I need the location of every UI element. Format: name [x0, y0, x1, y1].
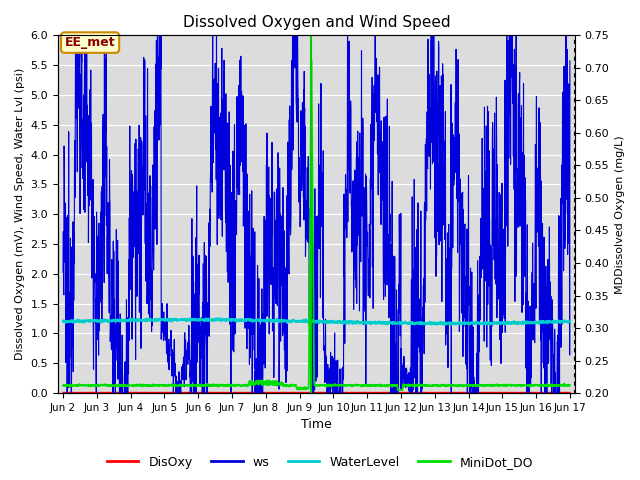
Legend: DisOxy, ws, WaterLevel, MiniDot_DO: DisOxy, ws, WaterLevel, MiniDot_DO: [102, 451, 538, 474]
X-axis label: Time: Time: [301, 419, 332, 432]
Title: Dissolved Oxygen and Wind Speed: Dissolved Oxygen and Wind Speed: [182, 15, 451, 30]
Y-axis label: Dissolved Oxygen (mV), Wind Speed, Water Lvl (psi): Dissolved Oxygen (mV), Wind Speed, Water…: [15, 68, 25, 360]
Y-axis label: MDDissolved Oxygen (mg/L): MDDissolved Oxygen (mg/L): [615, 135, 625, 294]
Text: EE_met: EE_met: [65, 36, 115, 49]
